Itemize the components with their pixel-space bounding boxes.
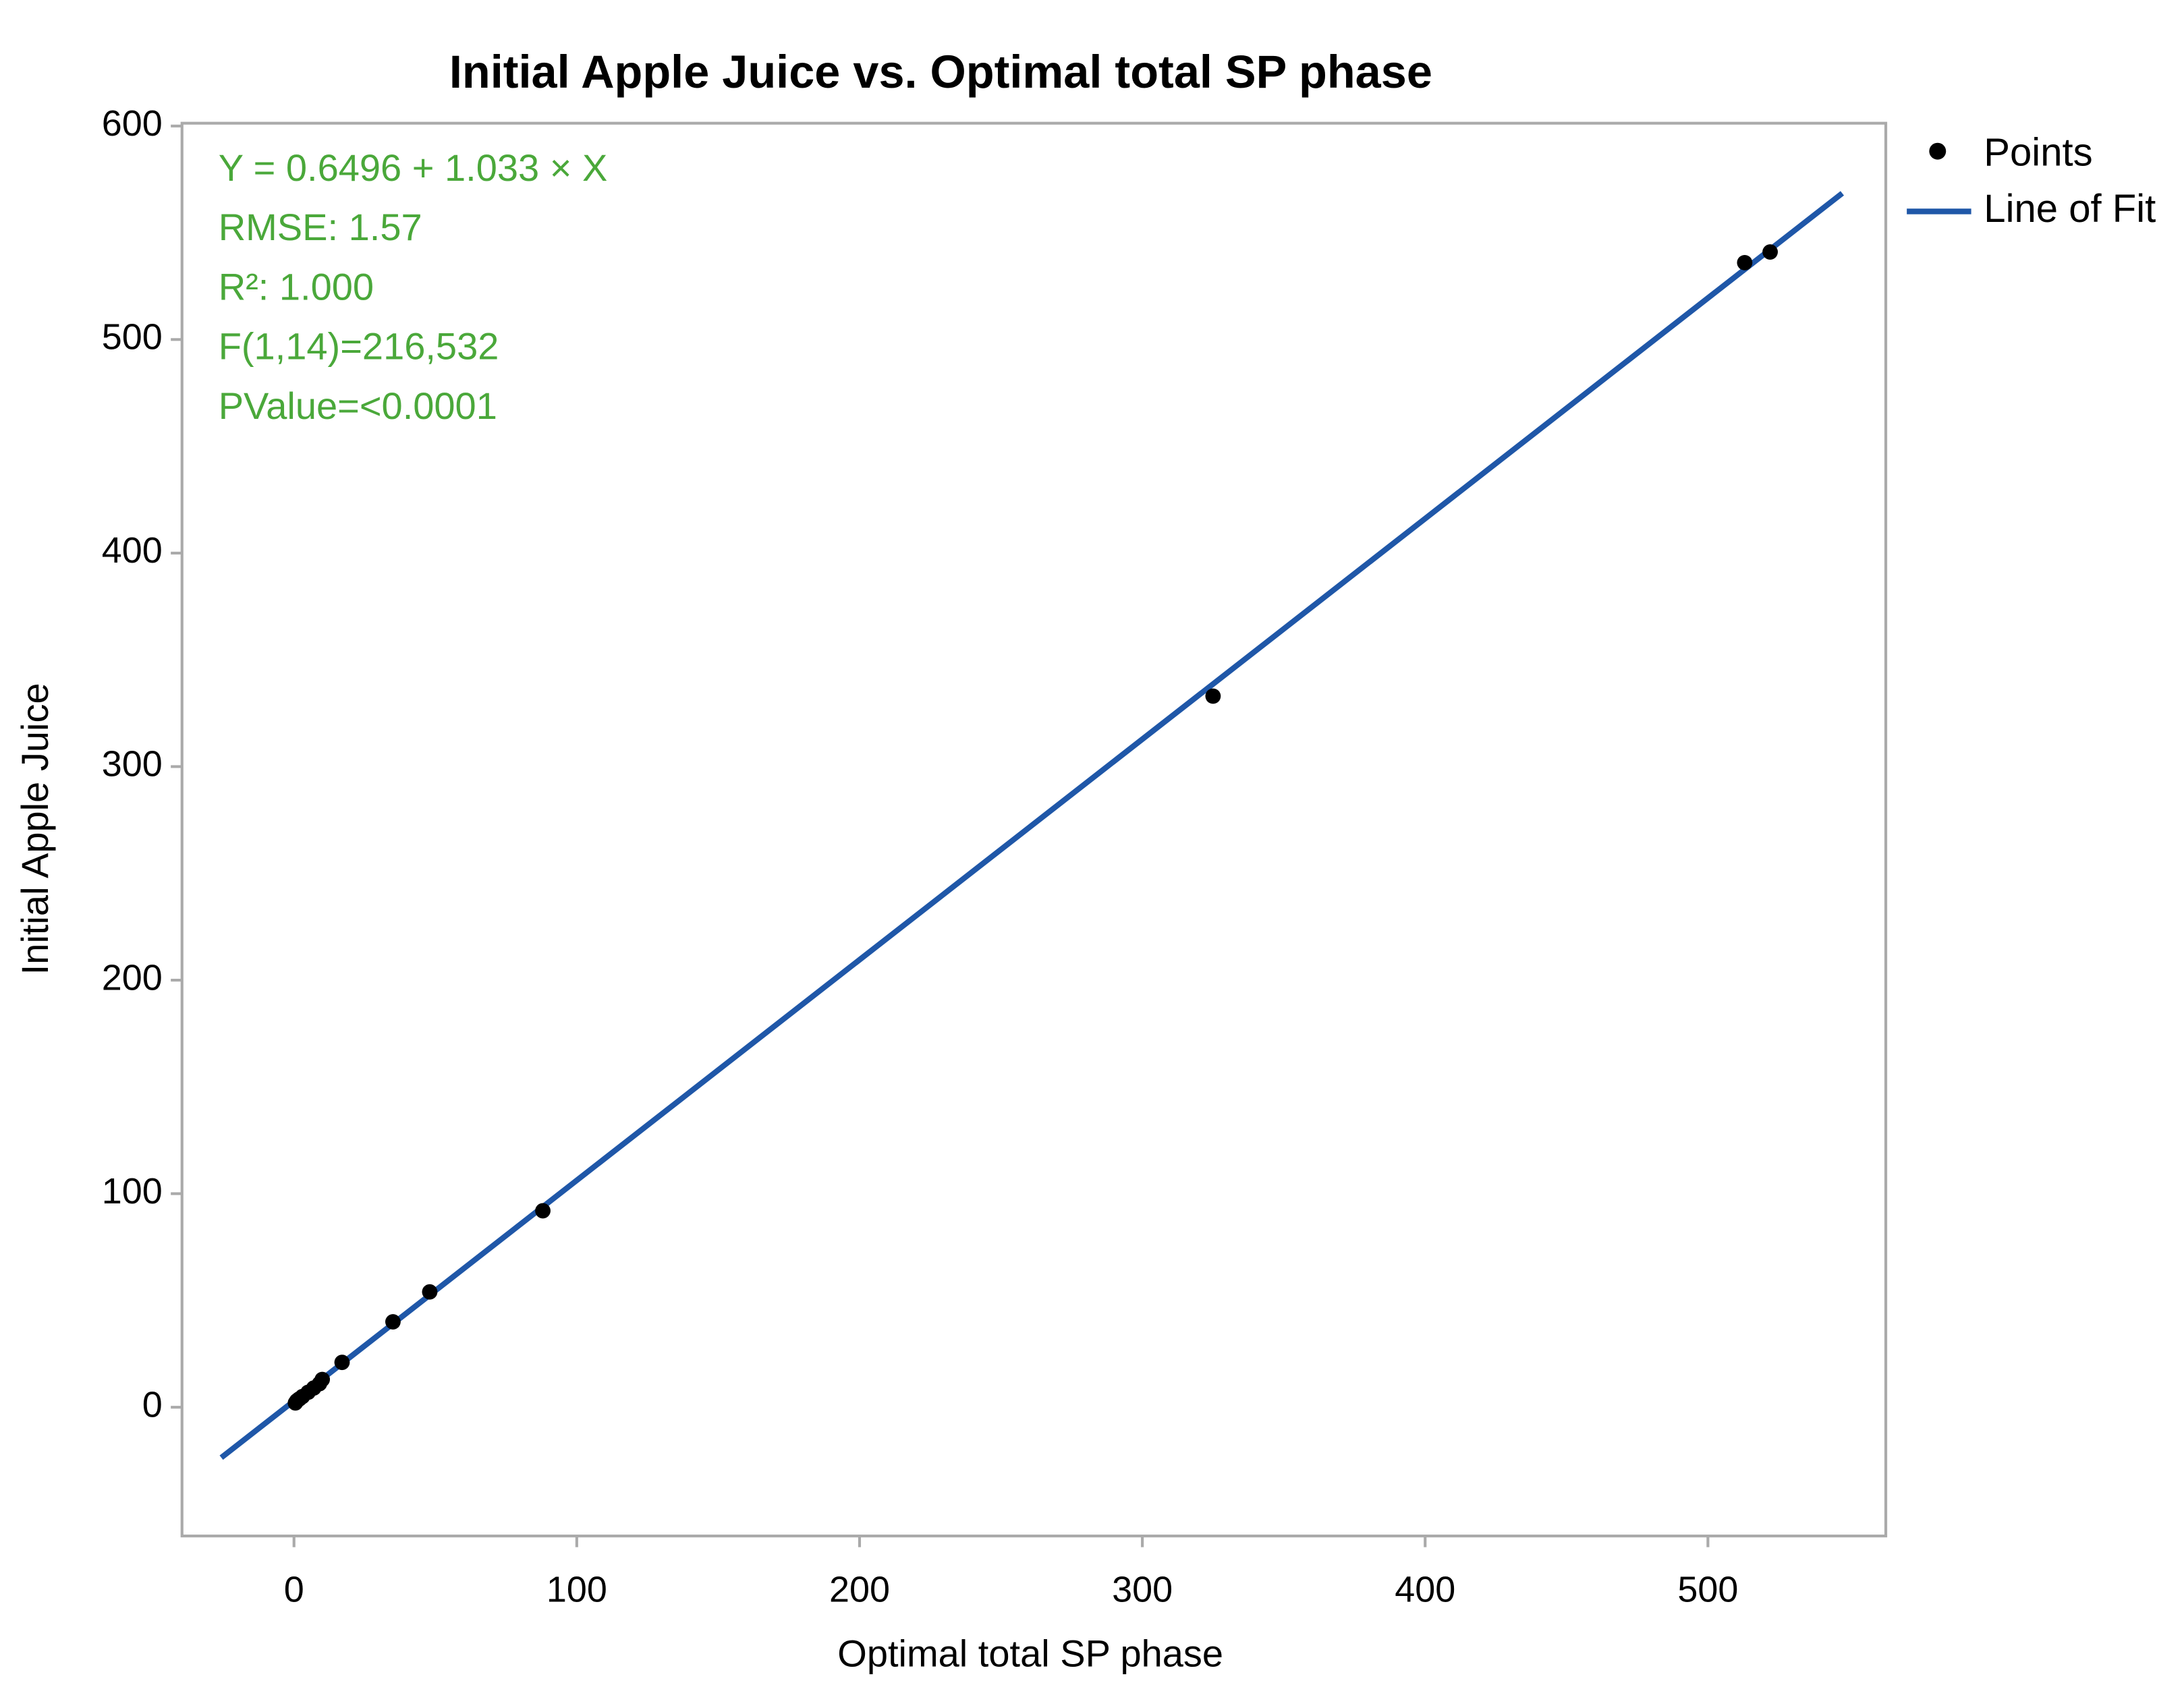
y-tick-label: 300 xyxy=(102,744,163,785)
data-point xyxy=(535,1203,551,1219)
y-tick-label: 100 xyxy=(102,1171,163,1211)
chart-title: Initial Apple Juice vs. Optimal total SP… xyxy=(449,46,1432,98)
data-point xyxy=(1737,254,1753,270)
data-point xyxy=(334,1354,350,1371)
annotation: F(1,14)=216,532 xyxy=(219,325,499,368)
y-tick-label: 200 xyxy=(102,957,163,998)
annotation: PValue=<0.0001 xyxy=(219,384,497,427)
y-axis-label: Initial Apple Juice xyxy=(13,683,56,975)
x-tick-label: 500 xyxy=(1677,1569,1738,1609)
data-point xyxy=(422,1284,438,1300)
annotation: R²: 1.000 xyxy=(219,265,374,308)
data-point xyxy=(1762,244,1779,260)
y-tick-label: 600 xyxy=(102,103,163,144)
legend-label: Line of Fit xyxy=(1984,187,2156,231)
data-point xyxy=(385,1314,401,1330)
data-point xyxy=(314,1371,331,1388)
legend-symbol xyxy=(1929,142,1947,160)
annotation: Y = 0.6496 + 1.033 × X xyxy=(219,146,608,189)
x-tick-label: 400 xyxy=(1395,1569,1455,1609)
x-tick-label: 200 xyxy=(829,1569,890,1609)
x-tick-label: 300 xyxy=(1112,1569,1173,1609)
fit-line xyxy=(219,191,1845,1460)
x-axis-label: Optimal total SP phase xyxy=(837,1632,1223,1674)
y-tick-label: 400 xyxy=(102,530,163,571)
annotation: RMSE: 1.57 xyxy=(219,206,422,248)
plot-frame xyxy=(180,121,1888,1538)
legend-label: Points xyxy=(1984,131,2092,175)
x-tick-label: 0 xyxy=(284,1569,304,1609)
y-tick-label: 500 xyxy=(102,317,163,358)
x-tick-label: 100 xyxy=(547,1569,607,1609)
data-point xyxy=(1205,688,1221,704)
y-tick-label: 0 xyxy=(142,1384,163,1425)
